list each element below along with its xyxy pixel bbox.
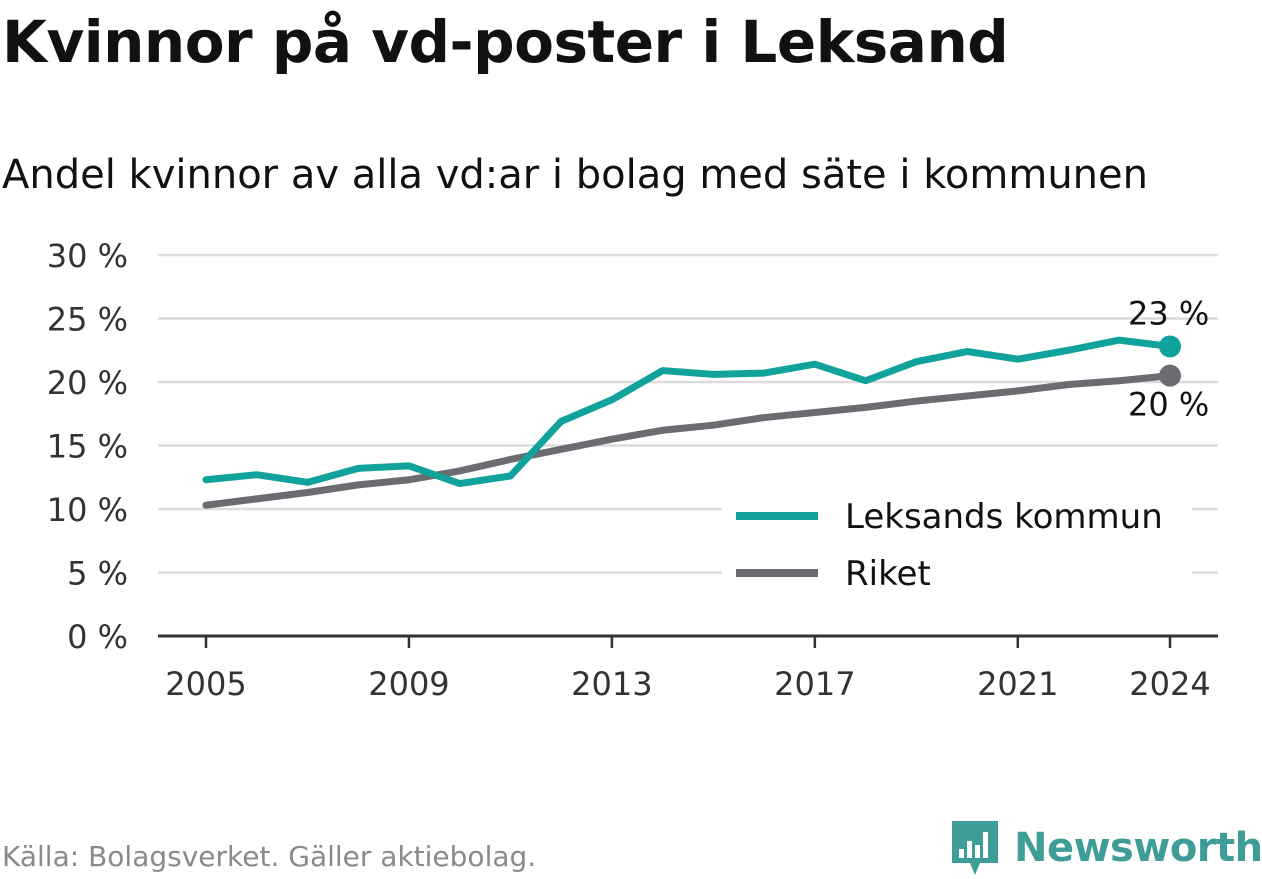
- x-tick-label: 2021: [977, 665, 1058, 703]
- newsworthy-logo-icon: [952, 821, 998, 875]
- y-tick-label: 30 %: [47, 237, 128, 275]
- source-note: Källa: Bolagsverket. Gäller aktiebolag.: [2, 840, 537, 873]
- x-axis-ticks: 2005 2009 2013 2017 2021 2024: [165, 636, 1211, 703]
- grid-lines: [158, 253, 1218, 574]
- y-tick-label: 20 %: [47, 364, 128, 402]
- y-tick-label: 10 %: [47, 491, 128, 529]
- y-axis-ticks: 0 % 5 % 10 % 15 % 20 % 25 % 30 %: [47, 237, 128, 656]
- series-line: [202, 336, 1174, 488]
- chart-subtitle: Andel kvinnor av alla vd:ar i bolag med …: [2, 152, 1148, 198]
- y-tick-label: 25 %: [47, 301, 128, 339]
- series-endpoint: [1159, 335, 1181, 358]
- y-tick-label: 15 %: [47, 428, 128, 466]
- legend-label: Leksands kommun: [845, 497, 1163, 537]
- series-endpoint: [1159, 364, 1181, 387]
- chart-title: Kvinnor på vd-poster i Leksand: [2, 8, 1009, 76]
- x-tick-label: 2024: [1129, 665, 1210, 703]
- y-tick-label: 5 %: [67, 555, 128, 593]
- end-value-label: 23 %: [1128, 294, 1209, 332]
- legend-label: Riket: [845, 554, 931, 594]
- brand-name: Newsworthy: [1014, 825, 1262, 871]
- x-tick-label: 2009: [368, 665, 449, 703]
- end-labels: 23 % 20 %: [1128, 294, 1209, 423]
- series-lines: [202, 335, 1181, 509]
- brand: Newsworthy: [950, 818, 1262, 878]
- y-tick-label: 0 %: [67, 618, 128, 656]
- series-line: [202, 372, 1174, 509]
- x-tick-label: 2005: [165, 665, 246, 703]
- legend-background: [722, 490, 1192, 600]
- end-value-label: 20 %: [1128, 386, 1209, 424]
- legend: Leksands kommun Riket: [722, 490, 1192, 600]
- x-tick-label: 2017: [774, 665, 855, 703]
- x-tick-label: 2013: [571, 665, 652, 703]
